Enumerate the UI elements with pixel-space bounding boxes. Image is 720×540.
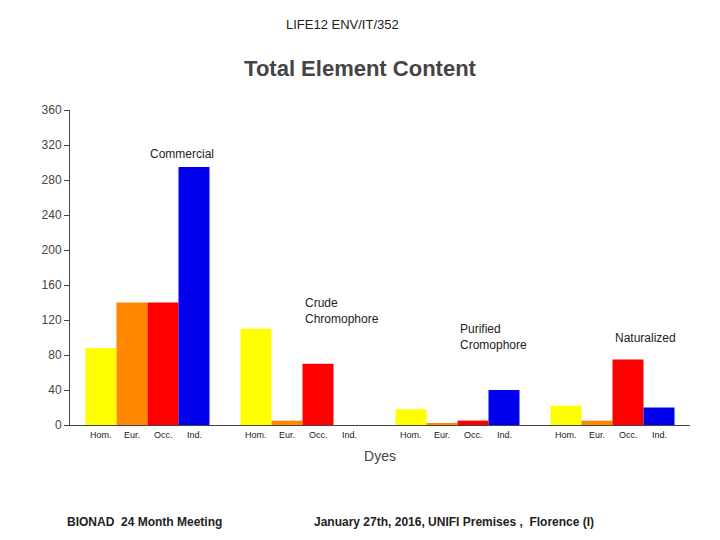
svg-text:Ind.: Ind.	[652, 430, 667, 440]
svg-text:Occ.: Occ.	[309, 430, 328, 440]
svg-text:CrudeChromophore: CrudeChromophore	[305, 296, 379, 326]
svg-text:Ind.: Ind.	[187, 430, 202, 440]
svg-text:360: 360	[42, 103, 62, 117]
svg-text:80: 80	[48, 348, 62, 362]
svg-text:0: 0	[55, 418, 62, 432]
svg-text:120: 120	[42, 313, 62, 327]
svg-text:Hom.: Hom.	[245, 430, 267, 440]
svg-text:January 27th, 2016, UNIFI Prem: January 27th, 2016, UNIFI Premises , Flo…	[314, 515, 594, 529]
svg-text:Total Element Content: Total Element Content	[244, 56, 476, 81]
svg-text:Hom.: Hom.	[90, 430, 112, 440]
svg-text:Commercial: Commercial	[150, 147, 214, 161]
svg-text:Occ.: Occ.	[154, 430, 173, 440]
svg-text:280: 280	[42, 173, 62, 187]
svg-text:Occ.: Occ.	[464, 430, 483, 440]
svg-text:Eur.: Eur.	[589, 430, 605, 440]
svg-text:Ind.: Ind.	[497, 430, 512, 440]
svg-text:PurifiedCromophore: PurifiedCromophore	[460, 322, 527, 352]
svg-text:Eur.: Eur.	[434, 430, 450, 440]
svg-text:160: 160	[42, 278, 62, 292]
svg-text:Eur.: Eur.	[124, 430, 140, 440]
svg-text:Hom.: Hom.	[400, 430, 422, 440]
svg-text:240: 240	[42, 208, 62, 222]
svg-text:Ind.: Ind.	[342, 430, 357, 440]
svg-text:LIFE12 ENV/IT/352: LIFE12 ENV/IT/352	[286, 17, 399, 32]
svg-text:Hom.: Hom.	[555, 430, 577, 440]
svg-text:Occ.: Occ.	[619, 430, 638, 440]
svg-text:320: 320	[42, 138, 62, 152]
svg-text:Naturalized: Naturalized	[615, 331, 676, 345]
svg-text:Eur.: Eur.	[279, 430, 295, 440]
svg-text:40: 40	[48, 383, 62, 397]
svg-text:Dyes: Dyes	[364, 448, 396, 464]
svg-text:BIONAD 24 Month Meeting: BIONAD 24 Month Meeting	[67, 515, 222, 529]
svg-text:200: 200	[42, 243, 62, 257]
